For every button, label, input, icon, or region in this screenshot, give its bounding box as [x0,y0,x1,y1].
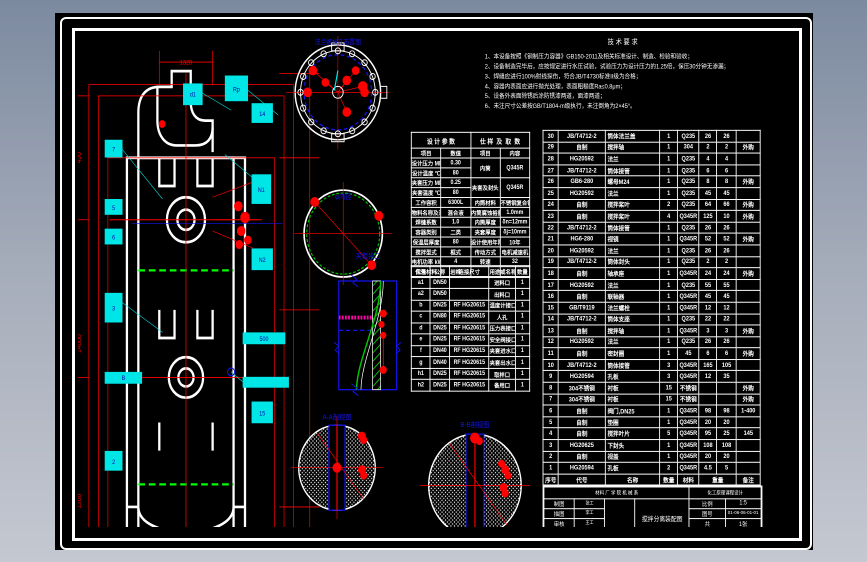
svg-text:15: 15 [259,411,265,417]
svg-text:B-B剖视图: B-B剖视图 [460,420,489,429]
svg-text:d1: d1 [189,92,195,98]
svg-text:A-A剖视图: A-A剖视图 [322,412,351,421]
svg-text:Rp: Rp [233,87,240,93]
svg-text:5: 5 [112,205,115,211]
svg-text:1320: 1320 [179,59,192,67]
svg-text:N2: N2 [258,258,265,264]
svg-text:420: 420 [78,151,83,163]
svg-text:3: 3 [112,306,115,312]
svg-text:6: 6 [112,235,115,241]
svg-text:φ内径: φ内径 [334,191,351,200]
svg-text:14000: 14000 [78,333,83,352]
svg-text:法兰螺栓孔布置图: 法兰螺栓孔布置图 [314,37,360,45]
svg-text:B: B [121,375,125,381]
svg-text:14: 14 [259,112,265,118]
svg-text:N1: N1 [257,188,264,194]
svg-text:7: 7 [112,147,115,153]
svg-text:500: 500 [259,337,268,343]
svg-text:2: 2 [112,459,115,465]
svg-text:1200: 1200 [78,493,83,509]
svg-text:夹套接口: 夹套接口 [355,251,380,260]
